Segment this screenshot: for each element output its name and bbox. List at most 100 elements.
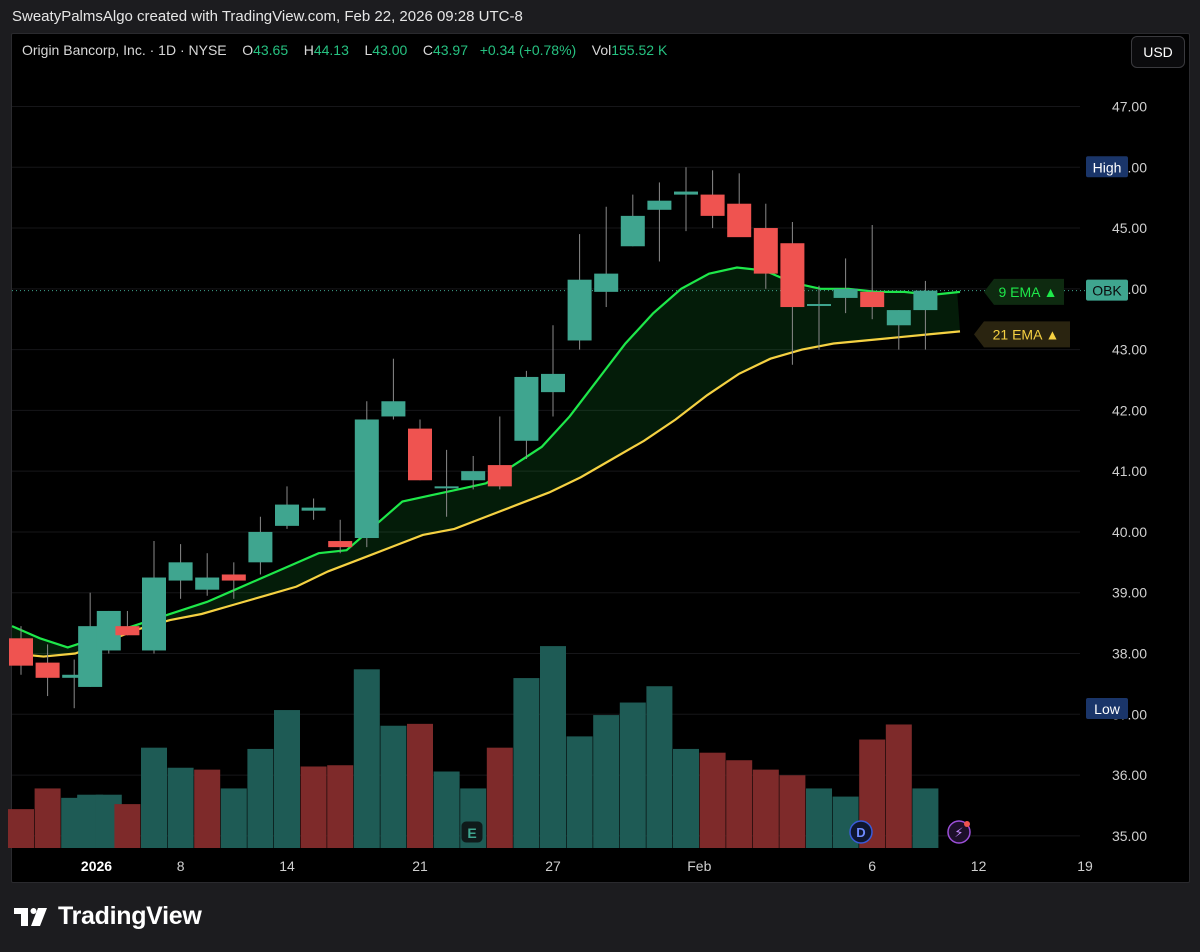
candle-body bbox=[594, 273, 619, 292]
dividend-marker-text: D bbox=[856, 825, 865, 840]
candle-body bbox=[221, 574, 246, 581]
split-marker: ⚡ bbox=[947, 820, 971, 844]
volume-bar bbox=[34, 788, 61, 848]
candle-body bbox=[833, 288, 858, 298]
x-tick-label: 2026 bbox=[81, 858, 112, 874]
dividend-marker: D bbox=[849, 820, 873, 844]
candle-body bbox=[115, 626, 140, 636]
volume-bar bbox=[593, 715, 620, 848]
candle-body bbox=[541, 373, 565, 393]
ema9-label-shape bbox=[984, 278, 1064, 305]
y-tick-label: 41.00 bbox=[1112, 463, 1147, 479]
candle-body bbox=[780, 243, 805, 308]
earnings-marker: E bbox=[460, 820, 484, 844]
low-value: 43.00 bbox=[372, 42, 408, 58]
candle-body bbox=[275, 504, 299, 526]
x-tick-label: 19 bbox=[1077, 858, 1093, 874]
volume-bar bbox=[407, 723, 433, 848]
split-marker-bg bbox=[947, 820, 971, 844]
y-tick-label: 40.00 bbox=[1112, 524, 1147, 540]
candle-body bbox=[807, 304, 831, 307]
candle-body bbox=[328, 541, 353, 548]
close-value: 43.97 bbox=[432, 42, 469, 58]
candle-body bbox=[301, 507, 326, 511]
volume-bar bbox=[912, 788, 939, 848]
volume-bar bbox=[779, 775, 806, 848]
candle-body bbox=[487, 465, 512, 487]
low-price-tag-text: Low bbox=[1094, 701, 1121, 717]
y-tick-label: 43.00 bbox=[1112, 342, 1147, 358]
x-tick-label: 6 bbox=[868, 858, 876, 874]
volume-bar bbox=[513, 678, 540, 848]
tradingview-brand: TradingView bbox=[58, 902, 202, 930]
y-tick-label: 45.00 bbox=[1112, 220, 1147, 236]
volume-bar bbox=[247, 748, 274, 848]
volume-label: Vol bbox=[591, 42, 612, 58]
x-tick-label: 8 bbox=[177, 858, 185, 874]
volume-bar bbox=[327, 765, 354, 848]
candle-body bbox=[434, 486, 459, 489]
volume-bar bbox=[619, 702, 646, 848]
dividend-marker-bg bbox=[849, 820, 873, 844]
volume-bar bbox=[433, 771, 460, 848]
x-tick-label: 14 bbox=[279, 858, 295, 874]
earnings-marker-bg bbox=[460, 820, 484, 844]
split-marker-text: ⚡ bbox=[954, 826, 963, 841]
ema21-label: 21 EMA ▲ bbox=[974, 321, 1070, 348]
currency-button[interactable]: USD bbox=[1131, 36, 1185, 68]
volume-bar bbox=[8, 809, 34, 848]
volume-bar bbox=[726, 760, 753, 848]
high-price-tag-bg bbox=[1086, 156, 1128, 178]
ema21-label-shape bbox=[974, 321, 1070, 348]
tradingview-logo-icon bbox=[14, 907, 47, 926]
x-tick-label: 12 bbox=[971, 858, 987, 874]
candle-body bbox=[62, 674, 87, 678]
x-tick-label: 27 bbox=[545, 858, 561, 874]
candle-body bbox=[248, 531, 273, 563]
volume-bar bbox=[646, 686, 673, 848]
volume-bar bbox=[194, 769, 221, 848]
close-label: C bbox=[422, 42, 433, 58]
tradingview-logo[interactable]: TradingView bbox=[14, 902, 202, 931]
candle-body bbox=[753, 228, 778, 274]
candle-body bbox=[913, 290, 938, 311]
high-label: H bbox=[303, 42, 314, 58]
volume-value: 155.52 K bbox=[611, 42, 668, 58]
symbol-legend: Origin Bancorp, Inc. · 1D · NYSE O43.65 … bbox=[22, 42, 667, 58]
candle-body bbox=[195, 577, 220, 590]
low-label: L bbox=[364, 42, 373, 58]
y-tick-label: 35.00 bbox=[1112, 828, 1147, 844]
candle-body bbox=[886, 310, 911, 326]
symbol-title[interactable]: Origin Bancorp, Inc. · 1D · NYSE bbox=[22, 42, 227, 58]
candle-body bbox=[408, 428, 432, 481]
volume-bar bbox=[380, 725, 407, 848]
volume-bar bbox=[114, 804, 141, 848]
obk-price-tag-text: OBK bbox=[1092, 283, 1122, 299]
candle-body bbox=[514, 376, 539, 441]
obk-price-tag-bg bbox=[1086, 279, 1128, 301]
open-value: 43.65 bbox=[253, 42, 289, 58]
volume-bar bbox=[806, 788, 832, 848]
earnings-marker-text: E bbox=[467, 825, 476, 841]
volume-bar bbox=[540, 646, 566, 848]
open-label: O bbox=[242, 42, 254, 58]
candle-body bbox=[461, 471, 486, 481]
high-value: 44.13 bbox=[313, 42, 349, 58]
candle-body bbox=[727, 203, 752, 238]
volume-bar bbox=[274, 710, 300, 848]
x-tick-label: 21 bbox=[412, 858, 428, 874]
candle-body bbox=[168, 562, 193, 581]
volume-bar bbox=[141, 747, 167, 848]
candle-body bbox=[35, 662, 60, 678]
candle-body bbox=[381, 401, 406, 417]
y-tick-label: 42.00 bbox=[1112, 402, 1147, 418]
x-tick-label: Feb bbox=[687, 858, 711, 874]
volume-bar bbox=[300, 766, 327, 848]
y-tick-label: 36.00 bbox=[1112, 767, 1147, 783]
ema21-line bbox=[11, 330, 961, 658]
volume-bar bbox=[486, 747, 513, 848]
y-tick-label: 39.00 bbox=[1112, 585, 1147, 601]
y-tick-label: 47.00 bbox=[1112, 98, 1147, 114]
ema-cloud-fill bbox=[12, 267, 960, 657]
